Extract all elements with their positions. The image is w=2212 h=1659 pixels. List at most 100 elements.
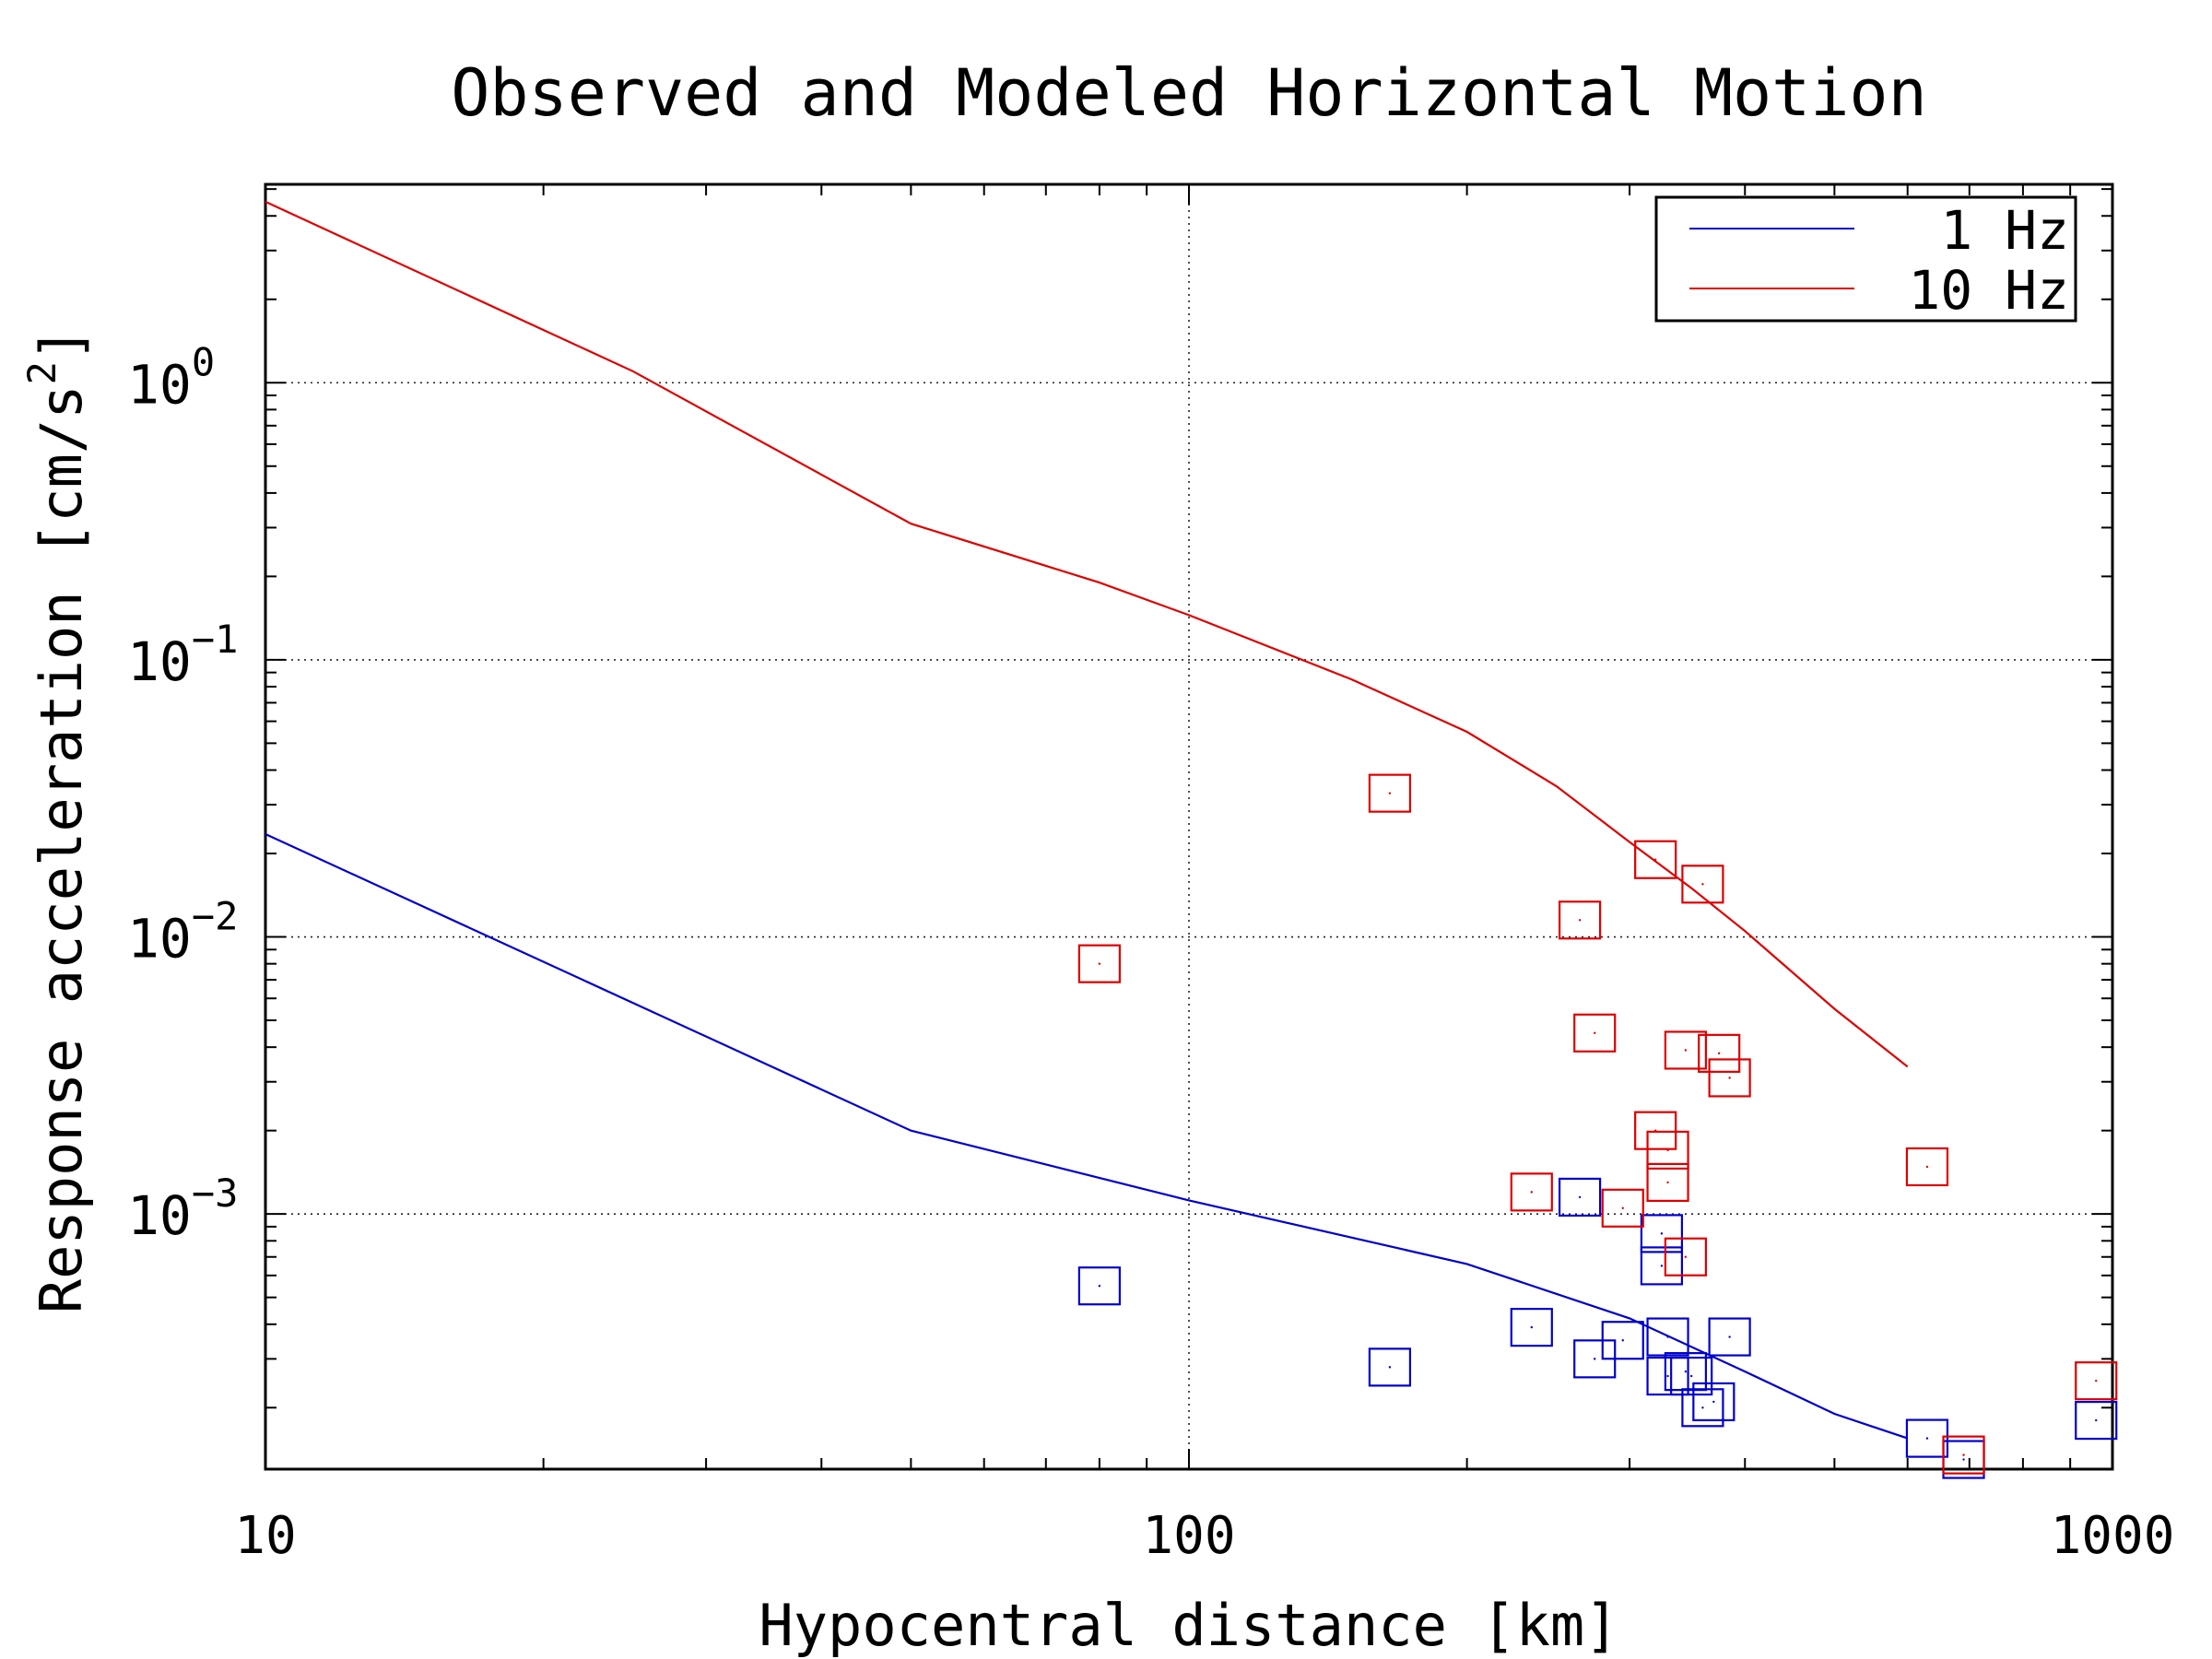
chart-title: Observed and Modeled Horizontal Motion: [451, 55, 1926, 131]
y-axis-label-close: ]: [28, 327, 95, 361]
observed-point-10hz: [1634, 1111, 1677, 1150]
observed-point-10hz: [1573, 1013, 1617, 1053]
observed-point-center-1hz: [1660, 1232, 1664, 1235]
observed-point-center-1hz: [1530, 1325, 1534, 1329]
observed-point-1hz: [1077, 1266, 1121, 1306]
observed-point-center-1hz: [1578, 1195, 1582, 1199]
observed-point-center-1hz: [1660, 1265, 1664, 1267]
y-tick-label-base: 10: [127, 1184, 192, 1247]
observed-point-center-1hz: [1689, 1374, 1693, 1378]
observed-point-10hz: [1905, 1147, 1949, 1187]
observed-point-10hz: [1558, 900, 1602, 940]
observed-point-center-10hz: [1653, 858, 1657, 861]
observed-point-center-1hz: [1388, 1366, 1392, 1369]
x-tick-label: 10: [234, 1506, 296, 1566]
observed-point-center-10hz: [1621, 1206, 1624, 1209]
observed-point-center-10hz: [1701, 883, 1704, 886]
observed-point-10hz: [1708, 1058, 1751, 1098]
legend-box: [1654, 195, 2077, 323]
observed-point-center-10hz: [1717, 1052, 1721, 1055]
y-axis-label-exponent: 2: [19, 361, 65, 384]
observed-point-center-1hz: [1712, 1400, 1715, 1404]
observed-point-10hz: [1698, 1033, 1741, 1073]
observed-point-center-10hz: [1684, 1049, 1688, 1052]
y-tick-label-base: 10: [127, 630, 192, 693]
grid-lines: [265, 184, 2112, 1469]
observed-point-10hz: [1510, 1172, 1553, 1212]
observed-point-1hz: [1708, 1317, 1751, 1357]
observed-point-1hz: [1601, 1321, 1644, 1360]
observed-point-1hz: [1692, 1382, 1735, 1422]
y-tick-label: 10−1: [127, 617, 238, 693]
series-10hz: [265, 200, 2118, 1475]
y-tick-label: 10−2: [127, 894, 238, 971]
x-axis-label: Hypocentral distance [km]: [759, 1592, 1618, 1659]
observed-point-1hz: [1681, 1388, 1724, 1428]
y-tick-label-exponent: −1: [192, 617, 239, 662]
observed-point-10hz: [1646, 1162, 1689, 1203]
observed-point-10hz: [2075, 1361, 2118, 1401]
observed-point-center-1hz: [1666, 1335, 1669, 1338]
series-layer: [265, 200, 2118, 1479]
model-line-1hz: [265, 833, 1909, 1440]
observed-point-center-10hz: [1684, 1255, 1688, 1258]
observed-point-1hz: [1670, 1356, 1713, 1396]
observed-point-1hz: [1640, 1214, 1684, 1253]
y-tick-label-exponent: −3: [192, 1171, 239, 1216]
observed-point-center-10hz: [1098, 962, 1101, 965]
observed-point-1hz: [1640, 1246, 1684, 1286]
x-tick-labels: 10 100 1000: [234, 1506, 2174, 1566]
y-tick-label: 10−3: [127, 1171, 238, 1247]
observed-point-center-1hz: [1594, 1358, 1596, 1360]
axis-ticks: [265, 184, 2112, 1469]
legend-label-10hz: 10 Hz: [1908, 259, 2069, 322]
observed-point-10hz: [1664, 1030, 1707, 1070]
series-1hz: [265, 833, 2118, 1479]
observed-point-1hz: [2075, 1400, 2118, 1441]
observed-point-10hz: [1077, 944, 1121, 983]
observed-point-10hz: [1601, 1188, 1644, 1228]
y-tick-label-exponent: 0: [192, 339, 215, 384]
observed-point-center-10hz: [1728, 1077, 1731, 1079]
observed-point-1hz: [1646, 1317, 1689, 1357]
observed-point-center-1hz: [1962, 1458, 1965, 1461]
y-tick-label-base: 10: [127, 908, 192, 971]
observed-point-center-10hz: [1594, 1031, 1596, 1034]
legend-label-1hz: 1 Hz: [1940, 199, 2069, 262]
observed-point-1hz: [1646, 1356, 1689, 1396]
x-tick-label: 1000: [2051, 1506, 2175, 1566]
observed-point-center-10hz: [1530, 1191, 1534, 1194]
observed-point-center-10hz: [1578, 919, 1582, 922]
y-axis-label-main: Response acceleration [cm/s: [28, 384, 95, 1313]
observed-point-center-10hz: [1666, 1148, 1669, 1152]
observed-point-10hz: [1681, 865, 1724, 904]
model-line-10hz: [265, 200, 1909, 1068]
observed-point-center-1hz: [1701, 1406, 1704, 1409]
y-tick-label-exponent: −2: [192, 894, 239, 939]
observed-point-center-1hz: [1684, 1370, 1688, 1373]
x-tick-label: 100: [1142, 1506, 1235, 1566]
observed-point-center-10hz: [1666, 1181, 1669, 1184]
observed-point-10hz: [1634, 840, 1677, 879]
y-tick-label: 100: [127, 339, 215, 416]
observed-point-center-1hz: [2095, 1418, 2098, 1422]
observed-point-10hz: [1664, 1237, 1707, 1277]
observed-point-center-1hz: [1728, 1335, 1731, 1338]
observed-point-center-10hz: [1962, 1453, 1965, 1456]
observed-point-1hz: [1905, 1418, 1949, 1458]
y-axis-label: Response acceleration [cm/s2]: [19, 327, 95, 1313]
legend: 1 Hz 10 Hz: [1654, 195, 2077, 323]
y-tick-label-base: 10: [127, 353, 192, 416]
observed-point-10hz: [1646, 1130, 1689, 1170]
observed-point-10hz: [1942, 1435, 1985, 1475]
observed-point-center-1hz: [1666, 1374, 1669, 1378]
observed-point-1hz: [1558, 1177, 1602, 1218]
observed-point-center-10hz: [1925, 1165, 1929, 1169]
observed-point-1hz: [1510, 1308, 1553, 1347]
observed-point-10hz: [1368, 773, 1412, 813]
observed-point-center-10hz: [1388, 792, 1392, 794]
observed-point-center-1hz: [1925, 1437, 1929, 1440]
observed-point-center-1hz: [1098, 1285, 1101, 1288]
observed-point-center-1hz: [1621, 1339, 1624, 1342]
